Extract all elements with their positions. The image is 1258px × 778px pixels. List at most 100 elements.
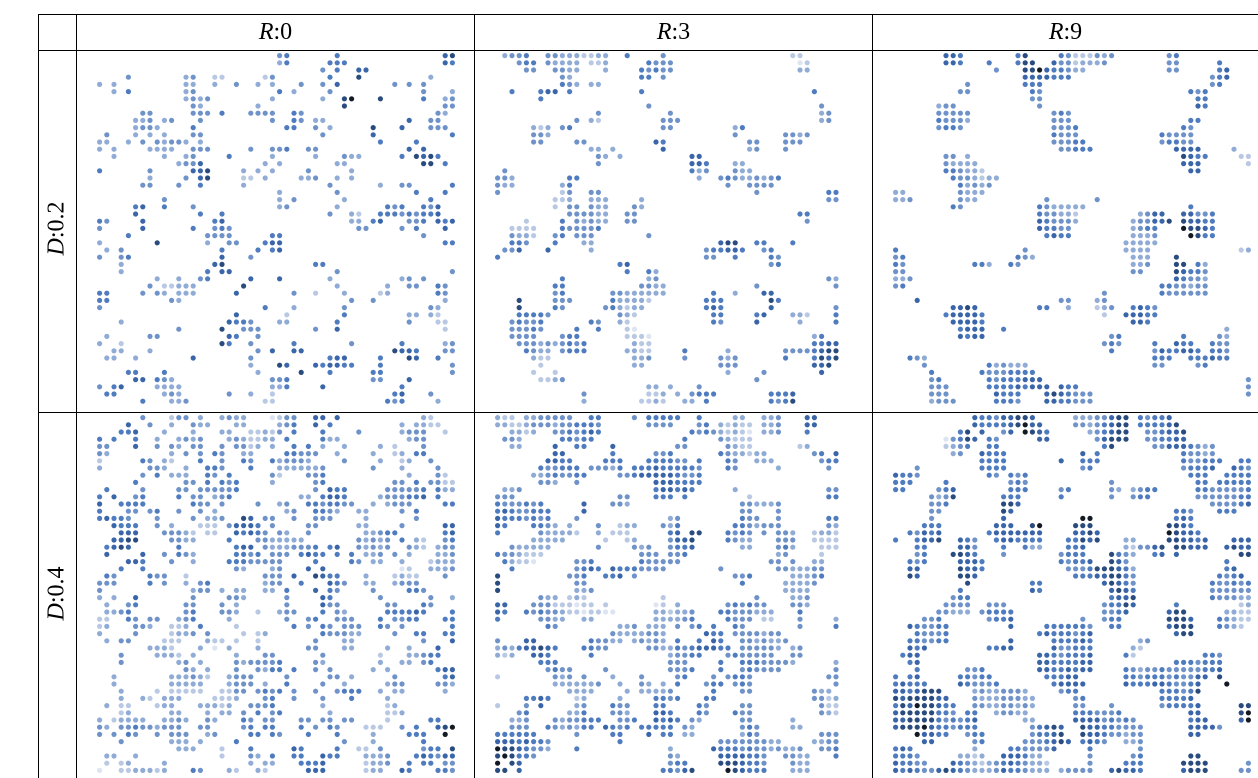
lattice-dot [943,623,949,629]
lattice-dot [97,631,103,637]
lattice-dot [1209,652,1215,658]
lattice-dot [1181,681,1187,687]
lattice-dot [574,348,580,354]
lattice-dot [449,487,455,493]
lattice-dot [783,537,789,543]
lattice-dot [739,717,745,723]
lattice-dot [646,290,652,296]
lattice-dot [269,659,275,665]
lattice-dot [775,667,781,673]
lattice-dot [1245,580,1251,586]
lattice-dot [675,479,681,485]
lattice-dot [696,472,702,478]
lattice-dot [893,753,899,759]
lattice-dot [603,602,609,608]
lattice-dot [154,616,160,622]
lattice-dot [588,681,594,687]
lattice-dot [277,53,283,59]
lattice-dot [435,110,441,116]
lattice-dot [1181,631,1187,637]
lattice-dot [1238,767,1244,773]
lattice-dot [1181,458,1187,464]
lattice-dot [1087,566,1093,572]
lattice-dot [183,746,189,752]
lattice-dot [1022,537,1028,543]
lattice-dot [183,96,189,102]
lattice-dot [1065,146,1071,152]
lattice-dot [559,472,565,478]
lattice-dot [545,695,551,701]
lattice-dot [718,753,724,759]
lattice-dot [1029,377,1035,383]
lattice-dot [979,261,985,267]
lattice-dot [1058,132,1064,138]
lattice-dot [449,530,455,536]
lattice-dot [269,724,275,730]
lattice-dot [768,247,774,253]
lattice-dot [1022,254,1028,260]
lattice-dot [711,688,717,694]
lattice-dot [957,587,963,593]
lattice-dot [979,753,985,759]
lattice-dot [377,595,383,601]
lattice-dot [449,53,455,59]
lattice-dot [921,695,927,701]
lattice-dot [552,530,558,536]
lattice-dot [682,760,688,766]
lattice-dot [682,348,688,354]
lattice-dot [327,515,333,521]
lattice-dot [1188,731,1194,737]
lattice-dot [125,501,131,507]
lattice-dot [567,60,573,66]
lattice-dot [950,305,956,311]
lattice-dot [147,767,153,773]
lattice-dot [495,254,501,260]
lattice-dot [133,724,139,730]
lattice-dot [965,182,971,188]
lattice-dot [442,319,448,325]
lattice-dot [1087,638,1093,644]
lattice-dot [1130,319,1136,325]
lattice-dot [248,515,254,521]
lattice-dot [291,348,297,354]
lattice-dot [502,182,508,188]
lattice-dot [979,175,985,181]
lattice-dot [747,515,753,521]
lattice-dot [907,472,913,478]
lattice-dot [595,189,601,195]
lattice-dot [377,182,383,188]
lattice-dot [1188,218,1194,224]
lattice-dot [161,530,167,536]
lattice-dot [516,559,522,565]
lattice-dot [667,422,673,428]
lattice-dot [1116,710,1122,716]
lattice-dot [653,283,659,289]
lattice-dot [725,436,731,442]
lattice-dot [617,731,623,737]
lattice-dot [965,326,971,332]
lattice-dot [624,305,630,311]
lattice-dot [509,422,515,428]
lattice-dot [1195,753,1201,759]
lattice-dot [1116,559,1122,565]
lattice-dot [363,225,369,231]
lattice-dot [97,384,103,390]
lattice-dot [559,305,565,311]
lattice-dot [1116,602,1122,608]
lattice-dot [161,132,167,138]
lattice-dot [675,760,681,766]
lattice-dot [574,81,580,87]
lattice-dot [190,146,196,152]
lattice-dot [545,415,551,421]
lattice-dot [509,53,515,59]
lattice-dot [255,429,261,435]
lattice-dot [1073,384,1079,390]
lattice-dot [893,261,899,267]
lattice-dot [624,566,630,572]
lattice-dot [545,472,551,478]
lattice-dot [986,530,992,536]
lattice-dot [356,211,362,217]
lattice-dot [1044,67,1050,73]
lattice-dot [1065,305,1071,311]
lattice-dot [965,609,971,615]
